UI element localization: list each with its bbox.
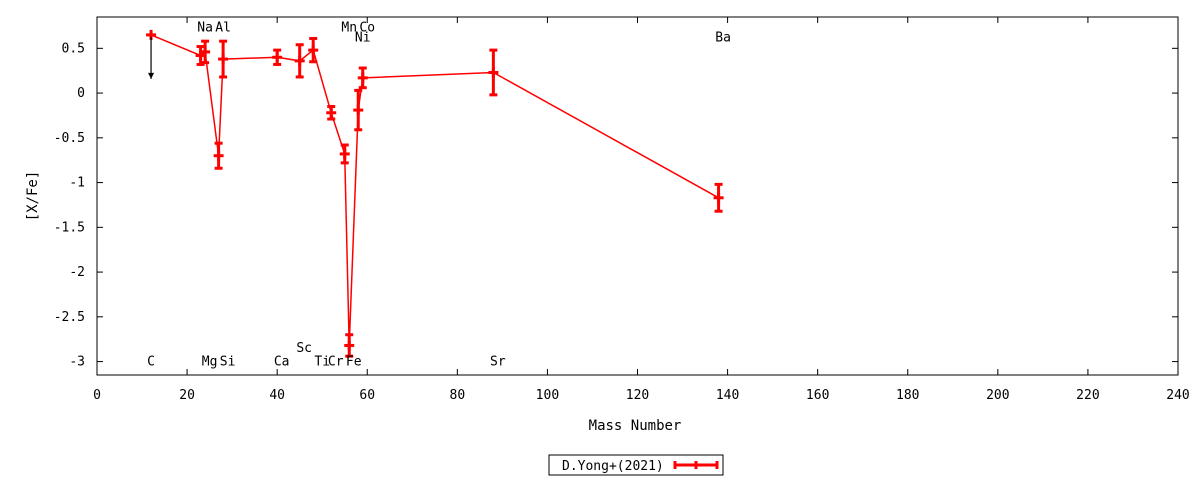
data-point <box>357 66 368 90</box>
x-tick-label: 0 <box>93 388 101 403</box>
x-tick-label: 20 <box>179 388 195 403</box>
element-label: Ca <box>274 355 290 370</box>
legend: D.Yong+(2021) <box>548 454 724 476</box>
data-point <box>218 39 229 79</box>
element-label: Si <box>220 355 236 370</box>
data-point <box>272 48 283 66</box>
element-label: Sc <box>296 341 312 356</box>
element-label: Mg <box>202 355 218 370</box>
x-tick-label: 140 <box>716 388 739 403</box>
element-label: Sr <box>490 355 506 370</box>
element-label: Mn <box>341 21 357 36</box>
data-point <box>200 39 211 65</box>
data-point <box>146 29 157 79</box>
legend-box <box>548 454 724 476</box>
series-line <box>150 34 719 346</box>
plot-frame <box>96 16 1179 376</box>
element-label: Al <box>215 21 231 36</box>
y-tick-label: 0 <box>77 86 85 101</box>
y-tick-label: -3 <box>69 355 85 370</box>
legend-label: D.Yong+(2021) <box>562 459 664 474</box>
data-point <box>308 36 319 64</box>
y-axis-title: [X/Fe] <box>25 171 41 222</box>
data-point <box>339 143 350 165</box>
x-tick-label: 120 <box>626 388 649 403</box>
y-tick-label: -2.5 <box>54 310 85 325</box>
element-label: Ba <box>715 31 731 46</box>
element-label: Ti <box>314 355 330 370</box>
data-point <box>344 333 355 358</box>
element-label: Na <box>197 21 213 36</box>
y-tick-label: -1 <box>69 176 85 191</box>
x-tick-label: 200 <box>986 388 1009 403</box>
x-tick-label: 220 <box>1076 388 1099 403</box>
y-tick-label: -0.5 <box>54 131 85 146</box>
data-point <box>488 48 499 97</box>
data-point <box>713 182 724 213</box>
x-tick-label: 240 <box>1166 388 1189 403</box>
y-tick-label: -2 <box>69 265 85 280</box>
x-axis-title: Mass Number <box>589 418 682 434</box>
element-label: C <box>147 355 155 370</box>
y-tick-label: -1.5 <box>54 220 85 235</box>
data-point <box>326 105 337 121</box>
y-tick-label: 0.5 <box>62 41 85 56</box>
element-label: Cr <box>328 355 344 370</box>
x-tick-label: 80 <box>450 388 466 403</box>
data-point <box>213 141 224 170</box>
x-tick-label: 60 <box>359 388 375 403</box>
x-tick-label: 100 <box>536 388 559 403</box>
legend-swatch <box>673 461 719 469</box>
x-tick-label: 180 <box>896 388 919 403</box>
x-tick-label: 160 <box>806 388 829 403</box>
data-point <box>353 88 364 132</box>
upper-limit-arrowhead <box>148 72 155 79</box>
element-label: Fe <box>346 355 362 370</box>
data-point <box>294 43 305 79</box>
element-label: Co <box>359 21 375 36</box>
axes: 0 20 40 60 80 100 120 140 160 180 200 220 240 -3 -2.5 -… <box>54 16 1190 403</box>
element-label: Ni <box>355 31 371 46</box>
series-d-yong-2021 <box>146 29 724 358</box>
x-tick-label: 40 <box>269 388 285 403</box>
